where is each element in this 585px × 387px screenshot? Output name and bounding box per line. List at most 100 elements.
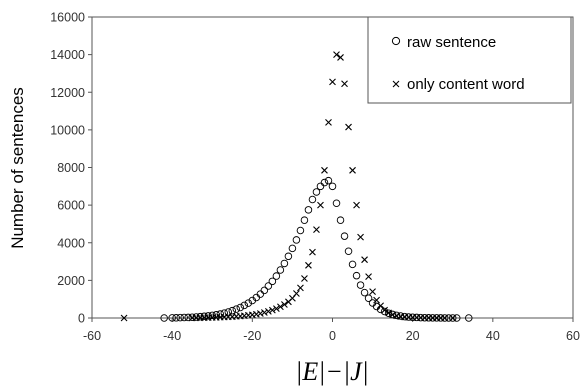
data-point-cross [321,166,328,174]
y-tick-label: 2000 [57,274,85,288]
data-point-cross [449,314,457,322]
data-point-circle [348,260,357,269]
legend: raw sentence only content word [367,16,572,104]
data-point-circle [360,288,369,297]
data-point-cross [277,303,284,311]
data-point-cross [264,308,272,315]
data-point-cross [293,290,300,297]
data-point-circle [316,182,325,191]
y-tick-label: 8000 [57,161,85,175]
data-point-circle [280,259,289,268]
data-point-circle [172,314,180,322]
data-point-cross [305,261,312,269]
data-point-cross [120,314,128,322]
legend-label-raw-sentence: raw sentence [407,34,496,51]
data-point-cross [357,233,364,241]
data-point-circle [180,313,188,322]
data-point-circle [308,195,317,204]
x-tick-label: -40 [163,329,181,343]
data-point-circle [204,312,212,320]
data-point-cross [385,309,393,317]
data-point-cross [317,201,324,209]
data-point-circle [264,282,273,290]
data-point-circle [292,236,301,244]
data-point-cross [272,305,280,312]
data-point-circle [312,188,321,196]
y-tick-label: 14000 [50,48,85,62]
data-point-circle [328,182,337,191]
data-point-circle [232,305,241,313]
data-point-circle [244,299,253,307]
data-point-circle [356,281,365,289]
data-point-cross [337,54,344,61]
y-tick-label: 0 [78,312,85,326]
data-point-circle [236,303,245,312]
data-point-cross [313,226,320,233]
data-point-cross [349,166,356,174]
data-point-cross [268,306,276,314]
data-point-circle [384,309,393,317]
y-tick-label: 16000 [50,11,85,25]
x-tick-label: 60 [566,329,580,343]
data-point-cross [381,306,388,314]
data-point-cross [353,201,360,209]
y-tick-label: 6000 [57,199,85,213]
data-point-circle [344,247,353,255]
legend-box [367,16,572,104]
data-point-circle [352,271,361,280]
data-point-circle [176,313,184,322]
data-point-circle [449,314,457,322]
data-point-cross [333,51,340,59]
data-point-circle [240,301,249,310]
data-point-cross [309,248,316,256]
data-point-cross [365,273,372,281]
y-axis-label: Number of sentences [8,87,27,249]
x-axis-label: |E|−|J| [295,357,369,386]
data-point-circle [168,314,176,322]
data-point-cross [345,123,352,131]
data-point-cross [361,256,368,264]
data-point-circle [320,178,329,187]
data-point-circle [208,311,216,320]
x-tick-label: -20 [243,329,261,343]
x-tick-label: -60 [83,329,101,343]
data-point-cross [256,310,264,317]
x-tick-label: 20 [406,329,420,343]
data-point-circle [228,306,237,315]
data-point-circle [160,314,168,322]
legend-marker-only-content-word [392,80,400,88]
data-point-circle [288,244,297,253]
data-point-circle [324,176,333,185]
x-axis: -60 -40 -20 0 20 40 60 [83,318,580,343]
data-point-circle [340,232,349,240]
data-point-circle [260,286,269,295]
data-point-cross [341,80,348,88]
data-point-circle [224,308,233,316]
data-point-circle [284,252,293,261]
data-point-cross [325,118,332,126]
data-point-cross [373,296,380,304]
legend-label-only-content-word: only content word [407,76,525,93]
data-point-cross [297,284,304,292]
series-layer [120,51,473,322]
data-point-cross [441,314,449,322]
data-point-circle [364,294,373,302]
y-tick-label: 4000 [57,236,85,250]
y-tick-label: 10000 [50,123,85,137]
data-point-cross [369,288,376,296]
data-point-circle [336,216,345,224]
data-point-circle [256,290,265,298]
data-point-circle [276,266,285,274]
legend-marker-raw-sentence [391,36,401,46]
data-point-circle [300,216,309,224]
data-point-cross [329,78,336,86]
data-point-cross [301,275,308,282]
data-point-circle [296,226,305,235]
data-point-cross [260,309,268,316]
series-only-content-word [120,51,457,322]
x-tick-label: 40 [486,329,500,343]
data-point-circle [304,206,313,214]
x-tick-label: 0 [329,329,336,343]
data-point-circle [465,314,473,322]
